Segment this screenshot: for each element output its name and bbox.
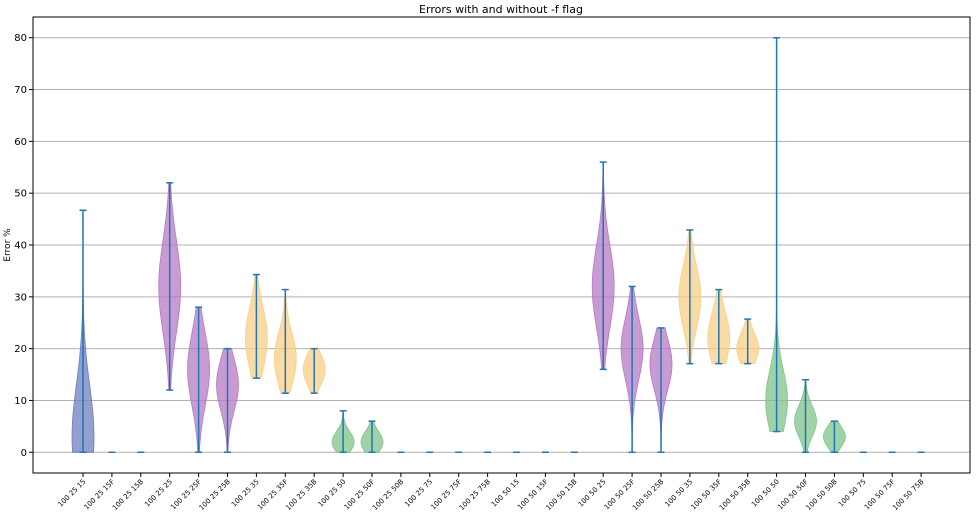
- x-tick-label: 100 50 75B: [891, 478, 925, 512]
- x-tick-label: 100 50 50: [750, 478, 781, 509]
- y-tick-label: 20: [14, 344, 27, 355]
- x-tick-label: 100 50 25: [577, 478, 608, 509]
- x-tick-label: 100 50 15: [490, 478, 521, 509]
- x-tick-label: 100 25 75B: [458, 478, 492, 512]
- x-tick-label: 100 25 15B: [111, 478, 145, 512]
- x-tick-label: 100 25 25B: [198, 478, 232, 512]
- x-tick-label: 100 25 35B: [284, 478, 318, 512]
- y-axis-label: Error %: [3, 228, 13, 262]
- x-tick-label: 100 50 35: [663, 478, 694, 509]
- y-tick-label: 0: [21, 448, 27, 459]
- y-tick-label: 10: [14, 396, 27, 407]
- x-tick-label: 100 25 50B: [371, 478, 405, 512]
- y-tick-label: 70: [14, 85, 27, 96]
- y-tick-label: 80: [14, 33, 27, 44]
- y-tick-label: 50: [14, 189, 27, 200]
- x-tick-label: 100 25 50: [317, 478, 348, 509]
- y-tick-label: 60: [14, 137, 27, 148]
- y-tick-label: 30: [14, 292, 27, 303]
- x-tick-label: 100 50 50B: [805, 478, 839, 512]
- y-tick-label: 40: [14, 241, 27, 252]
- x-tick-label: 100 50 15B: [544, 478, 578, 512]
- x-tick-label: 100 25 75: [403, 478, 434, 509]
- y-axis: 0 10 20 30 40 50 60 70 80: [14, 33, 33, 459]
- x-tick-label: 100 25 25: [143, 478, 174, 509]
- x-tick-label: 100 50 35B: [718, 478, 752, 512]
- x-tick-label: 100 25 35: [230, 478, 261, 509]
- x-tick-label: 100 50 25B: [631, 478, 665, 512]
- x-tick-label: 100 50 75: [837, 478, 868, 509]
- x-tick-label: 100 25 15: [57, 478, 88, 509]
- chart-title: Errors with and without -f flag: [419, 3, 583, 16]
- whiskers: [79, 36, 925, 454]
